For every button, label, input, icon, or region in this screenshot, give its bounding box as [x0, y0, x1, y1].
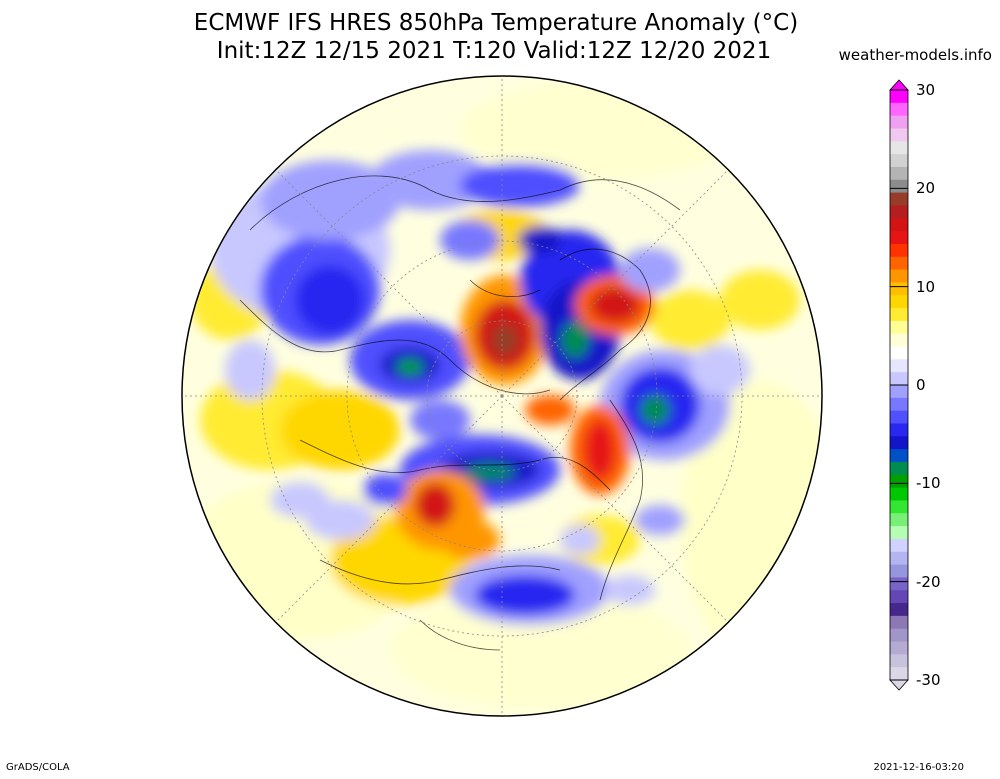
- software-credit: GrADS/COLA: [6, 762, 70, 773]
- colorbar-swatch: [890, 526, 908, 540]
- colorbar-swatch: [890, 628, 908, 643]
- colorbar-swatch: [890, 295, 908, 309]
- colorbar-label: 20: [916, 179, 936, 198]
- colorbar-label: 30: [916, 81, 936, 99]
- colorbar-swatch: [890, 577, 908, 591]
- map-title: ECMWF IFS HRES 850hPa Temperature Anomal…: [193, 10, 799, 36]
- colorbar-swatch: [890, 243, 908, 258]
- colorbar-swatch: [890, 551, 908, 566]
- colorbar-swatch: [890, 410, 908, 424]
- generation-timestamp: 2021-12-16-03:20: [873, 762, 964, 773]
- colorbar-swatch: [890, 115, 908, 129]
- colorbar-swatch: [890, 564, 908, 578]
- colorbar-label: 10: [916, 277, 936, 296]
- colorbar-swatch: [890, 423, 908, 437]
- colorbar-swatch: [890, 90, 908, 104]
- colorbar-swatch: [890, 603, 908, 617]
- colorbar-swatch: [890, 102, 908, 117]
- colorbar-swatch: [890, 308, 908, 322]
- colorbar-swatch: [890, 654, 908, 668]
- colorbar-swatch: [890, 231, 908, 245]
- colorbar-swatch: [890, 256, 908, 271]
- colorbar-swatch: [890, 500, 908, 514]
- colorbar-swatch: [890, 179, 908, 194]
- colorbar-swatch: [890, 513, 908, 527]
- colorbar-swatch: [890, 667, 908, 681]
- colorbar-swatch: [890, 487, 908, 501]
- colorbar-swatch: [890, 333, 908, 348]
- colorbar-swatch: [890, 359, 908, 373]
- colorbar-swatch: [890, 282, 908, 296]
- colorbar-swatch: [890, 320, 908, 335]
- colorbar-label: -20: [916, 572, 941, 591]
- colorbar-swatch: [890, 166, 908, 181]
- lat-lon-grid: [182, 76, 822, 716]
- colorbar-top-arrow: [889, 79, 909, 91]
- colorbar-label: -10: [916, 474, 941, 493]
- colorbar-swatch: [890, 346, 908, 360]
- coastlines: [239, 175, 681, 651]
- colorbar-swatch: [890, 372, 908, 386]
- colorbar-swatch: [890, 449, 908, 463]
- colorbar-swatch: [890, 385, 908, 399]
- colorbar-bottom-arrow: [889, 679, 909, 691]
- colorbar-swatch: [890, 538, 908, 553]
- map-subtitle: Init:12Z 12/15 2021 T:120 Valid:12Z 12/2…: [216, 38, 772, 64]
- colorbar-swatch: [890, 154, 908, 168]
- colorbar-swatch: [890, 436, 908, 450]
- map-boundary: [181, 75, 823, 717]
- colorbar-swatch: [890, 218, 908, 232]
- colorbar-swatch: [890, 205, 908, 219]
- colorbar-swatch: [890, 590, 908, 604]
- colorbar-swatch: [890, 128, 908, 142]
- colorbar-swatch: [890, 397, 908, 412]
- colorbar-swatch: [890, 474, 908, 489]
- colorbar-label: -30: [916, 671, 941, 689]
- colorbar-label: 0: [916, 376, 926, 394]
- site-attribution: weather-models.info: [838, 46, 992, 64]
- colorbar-swatch: [890, 615, 908, 630]
- colorbar-swatch: [890, 192, 908, 206]
- colorbar-swatch: [890, 269, 908, 283]
- colorbar-swatch: [890, 641, 908, 655]
- colorbar-swatch: [890, 461, 908, 476]
- colorbar-swatch: [890, 141, 908, 155]
